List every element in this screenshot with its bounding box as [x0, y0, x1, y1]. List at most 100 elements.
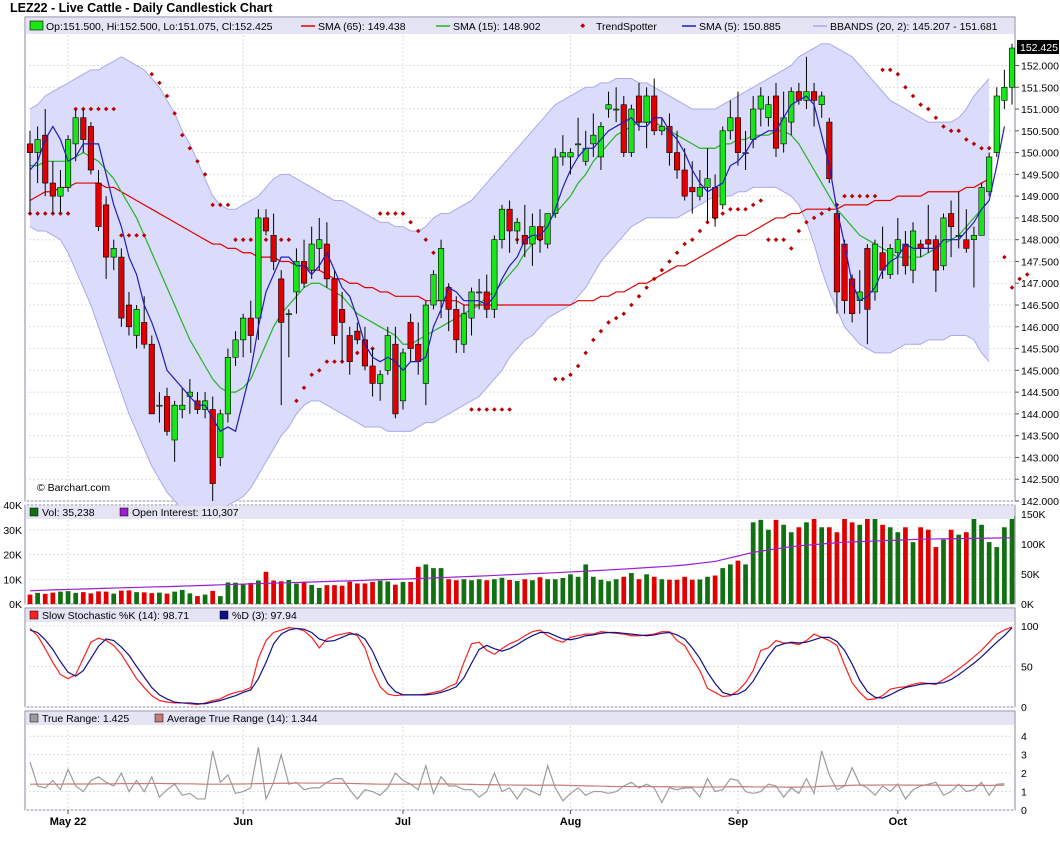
trendspotter-dot — [301, 385, 307, 391]
candle-body — [940, 217, 947, 267]
candlestick — [133, 305, 140, 349]
candle-body — [833, 213, 840, 293]
candle-body — [148, 343, 155, 415]
candle-body — [293, 261, 300, 293]
candle-body — [1001, 86, 1008, 101]
volume-bar — [720, 568, 726, 604]
volume-bar — [971, 516, 977, 604]
volume-right-tick-label: 100K — [1021, 539, 1046, 551]
volume-bar — [986, 542, 992, 604]
volume-bar — [819, 527, 825, 604]
volume-bar — [400, 581, 406, 604]
candle-body — [453, 309, 460, 341]
candlestick — [270, 213, 277, 271]
candlestick — [909, 222, 917, 284]
legend-label: Average True Range (14): 1.344 — [167, 713, 318, 725]
candle-body — [141, 322, 148, 345]
candlestick — [377, 370, 384, 401]
trendspotter-dot — [552, 376, 558, 382]
trendspotter-dot — [575, 363, 581, 369]
volume-bar — [179, 589, 185, 604]
candle-body — [894, 239, 901, 254]
volume-bar — [301, 581, 307, 604]
candlestick — [460, 305, 467, 353]
volume-bar — [811, 517, 817, 604]
volume-bar — [865, 514, 870, 604]
trendspotter-dot — [65, 211, 71, 216]
candlestick — [476, 278, 483, 310]
candlestick — [544, 213, 551, 249]
candle-body — [460, 313, 467, 345]
volume-bar — [750, 522, 756, 604]
trendspotter-dot — [484, 407, 490, 412]
volume-bar — [773, 519, 779, 604]
candlestick — [331, 270, 338, 345]
candle-body — [415, 343, 422, 362]
candle-body — [118, 256, 125, 319]
volume-bar — [705, 576, 710, 604]
candle-body — [476, 291, 483, 294]
volume-bar — [58, 591, 63, 604]
candle-body — [392, 343, 399, 415]
trendspotter-dot — [42, 211, 48, 216]
candle-body — [377, 374, 384, 384]
candle-body — [559, 152, 566, 158]
volume-bar — [758, 519, 764, 604]
volume-bar — [476, 579, 482, 604]
trendspotter-dot — [111, 106, 116, 112]
volume-bar — [50, 592, 56, 604]
candle-body — [575, 143, 582, 146]
volume-bar — [826, 527, 832, 604]
price-tick-label: 151.000 — [1021, 104, 1059, 116]
volume-bar — [743, 564, 748, 604]
candle-body — [262, 217, 270, 232]
candlestick — [575, 117, 582, 157]
candlestick — [255, 209, 262, 340]
trendspotter-dot — [317, 368, 322, 373]
candlestick — [217, 409, 224, 467]
price-tick-label: 149.000 — [1021, 191, 1059, 203]
candlestick — [95, 170, 102, 231]
candle-body — [986, 156, 993, 193]
candlestick — [354, 322, 361, 345]
candle-body — [620, 104, 627, 153]
x-axis-label: Aug — [560, 816, 581, 828]
volume-bar — [781, 524, 786, 604]
candle-body — [95, 182, 102, 227]
candlestick — [392, 326, 399, 419]
candlestick — [704, 148, 711, 223]
volume-bar — [408, 581, 413, 604]
volume-bar — [370, 581, 375, 604]
price-legend-bg — [26, 18, 1014, 34]
candle-body — [255, 217, 262, 319]
trendspotter-dot — [377, 211, 383, 216]
volume-bar — [240, 584, 246, 604]
legend-marker — [119, 507, 129, 517]
volume-bar — [210, 590, 216, 604]
candlestick — [438, 239, 445, 319]
trendspotter-dot — [667, 259, 672, 264]
volume-bar — [788, 532, 794, 604]
x-axis-label: Sep — [728, 816, 748, 828]
volume-bar — [225, 582, 231, 604]
volume-bar — [446, 579, 452, 604]
trendspotter-dot — [598, 328, 604, 334]
volume-bar — [925, 529, 931, 604]
candle-body — [765, 104, 772, 119]
candle-body — [917, 243, 924, 249]
volume-bar — [979, 524, 984, 604]
volume-bar — [286, 579, 292, 604]
volume-bar — [141, 592, 147, 604]
volume-bar — [903, 527, 908, 604]
volume-bar — [423, 564, 429, 604]
candlestick — [110, 239, 117, 271]
candlestick — [696, 170, 703, 201]
candlestick — [826, 117, 833, 184]
volume-bar — [575, 576, 581, 604]
last-price-label: 152.425 — [1020, 42, 1058, 54]
volume-bar — [598, 579, 604, 604]
candle-body — [750, 108, 757, 140]
price-tick-label: 146.500 — [1021, 300, 1059, 312]
candle-body — [689, 187, 696, 193]
volume-bar — [963, 532, 969, 604]
